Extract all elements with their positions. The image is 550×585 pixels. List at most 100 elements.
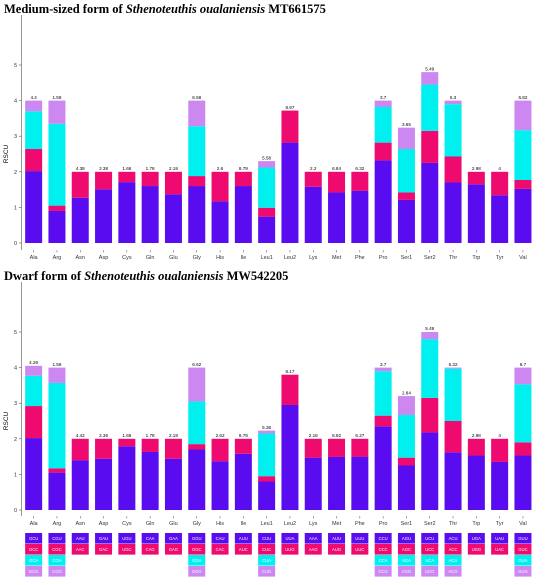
x-tick-label-his: His xyxy=(216,521,224,527)
codon-label: AGC xyxy=(402,547,411,552)
bar-label-ala: 4.26 xyxy=(29,360,38,365)
codon-label: CAC xyxy=(216,547,225,552)
codon-label: GCC xyxy=(29,547,38,552)
bar-label-cys: 1.66 xyxy=(122,433,131,438)
bar-segment-met-1 xyxy=(328,192,346,243)
codon-cell xyxy=(234,544,252,555)
y-tick-label: 0 xyxy=(14,508,17,514)
bar-segment-gly-1 xyxy=(188,449,206,510)
bar-label-val: 6.82 xyxy=(518,95,527,100)
bar-segment-thr-3 xyxy=(444,104,462,157)
x-tick-label-tyr: Tyr xyxy=(496,255,504,261)
codon-label: GGC xyxy=(192,547,202,552)
codon-cell xyxy=(467,533,485,544)
codon-label: UCA xyxy=(425,558,434,563)
codon-cell xyxy=(374,555,392,566)
bar-segment-trp-2 xyxy=(467,171,485,185)
bar-segment-gly-4 xyxy=(188,367,206,402)
codon-cell xyxy=(188,566,206,577)
codon-label: CAA xyxy=(146,536,155,541)
bar-segment-arg-3 xyxy=(48,123,66,206)
x-tick-label-met: Met xyxy=(332,521,342,527)
bar-label-met: 6.84 xyxy=(332,166,341,171)
x-tick-label-thr: Thr xyxy=(449,255,457,261)
bar-segment-thr-3 xyxy=(444,368,462,421)
codon-cell xyxy=(188,544,206,555)
bar-segment-asp-1 xyxy=(95,189,113,243)
bar-segment-gln-1 xyxy=(141,186,159,243)
bar-segment-phe-2 xyxy=(351,438,369,457)
bar-segment-ala-2 xyxy=(25,149,43,172)
bar-label-phe: 6.32 xyxy=(355,166,364,171)
bar-segment-gly-1 xyxy=(188,186,206,243)
bar-label-gly: 6.58 xyxy=(192,95,201,100)
bar-segment-leu1-1 xyxy=(258,481,276,510)
bar-segment-ser2-3 xyxy=(421,84,439,131)
codon-label: CUG xyxy=(262,569,271,574)
bar-label-ala: 4.4 xyxy=(30,95,37,100)
codon-cell xyxy=(71,533,89,544)
bar-label-leu1: 5.36 xyxy=(262,425,271,430)
codon-label: CCG xyxy=(378,569,387,574)
bar-segment-gln-2 xyxy=(141,438,159,452)
x-tick-label-ile: Ile xyxy=(240,255,246,261)
codon-label: ACU xyxy=(449,536,458,541)
bar-segment-thr-1 xyxy=(444,452,462,510)
codon-label: GCG xyxy=(29,569,39,574)
bar-label-ser2: 5.49 xyxy=(425,326,434,331)
bar-segment-ser1-1 xyxy=(397,199,415,243)
bar-label-ile: 8.79 xyxy=(239,433,248,438)
codon-cell xyxy=(258,566,276,577)
codon-label: GAA xyxy=(169,536,178,541)
bar-segment-asn-1 xyxy=(71,460,89,510)
x-tick-label-leu2: Leu2 xyxy=(284,255,296,261)
codon-label: CGU xyxy=(52,536,61,541)
bar-segment-ser1-4 xyxy=(397,127,415,150)
x-tick-label-thr: Thr xyxy=(449,521,457,527)
x-tick-label-leu2: Leu2 xyxy=(284,521,296,527)
codon-label: AUU xyxy=(239,536,248,541)
x-tick-label-trp: Trp xyxy=(472,255,480,261)
bar-segment-arg-2 xyxy=(48,205,66,211)
bar-segment-leu2-1 xyxy=(281,142,299,243)
codon-cell xyxy=(328,544,346,555)
codon-cell xyxy=(397,566,415,577)
bar-segment-ser2-2 xyxy=(421,130,439,163)
codon-cell xyxy=(421,533,439,544)
bar-label-ser1: 2.84 xyxy=(402,390,411,395)
codon-label: CAG xyxy=(146,547,155,552)
codon-label: AGU xyxy=(402,536,411,541)
y-axis-label: RSCU xyxy=(3,411,10,430)
bar-segment-gly-3 xyxy=(188,401,206,445)
y-tick-label: 1 xyxy=(14,472,17,478)
codon-label: CUU xyxy=(262,536,271,541)
codon-cell xyxy=(514,555,532,566)
bar-segment-ser2-1 xyxy=(421,432,439,510)
bar-label-gln: 1.78 xyxy=(146,433,155,438)
bar-segment-trp-2 xyxy=(467,438,485,456)
bar-segment-pro-1 xyxy=(374,426,392,510)
bar-label-tyr: 4 xyxy=(498,433,501,438)
codon-cell xyxy=(258,544,276,555)
y-tick-label: 2 xyxy=(14,437,17,443)
bar-segment-trp-1 xyxy=(467,184,485,243)
bar-segment-his-2 xyxy=(211,438,229,462)
bar-segment-thr-4 xyxy=(444,100,462,105)
codon-label: GAG xyxy=(169,547,178,552)
codon-label: GAU xyxy=(99,536,108,541)
bar-segment-trp-1 xyxy=(467,455,485,510)
y-tick-label: 5 xyxy=(14,330,17,336)
bar-segment-pro-2 xyxy=(374,415,392,427)
bar-segment-ala-1 xyxy=(25,171,43,243)
codon-cell xyxy=(444,566,462,577)
codon-label: UCU xyxy=(425,536,434,541)
bar-segment-met-2 xyxy=(328,438,346,457)
bar-segment-his-2 xyxy=(211,171,229,202)
bar-label-ile: 8.79 xyxy=(239,166,248,171)
y-tick-label: 4 xyxy=(14,366,17,372)
codon-label: UGA xyxy=(472,536,481,541)
x-tick-label-ala: Ala xyxy=(30,521,39,527)
bar-segment-asn-1 xyxy=(71,197,89,243)
bar-segment-met-1 xyxy=(328,456,346,510)
codon-cell xyxy=(48,544,66,555)
